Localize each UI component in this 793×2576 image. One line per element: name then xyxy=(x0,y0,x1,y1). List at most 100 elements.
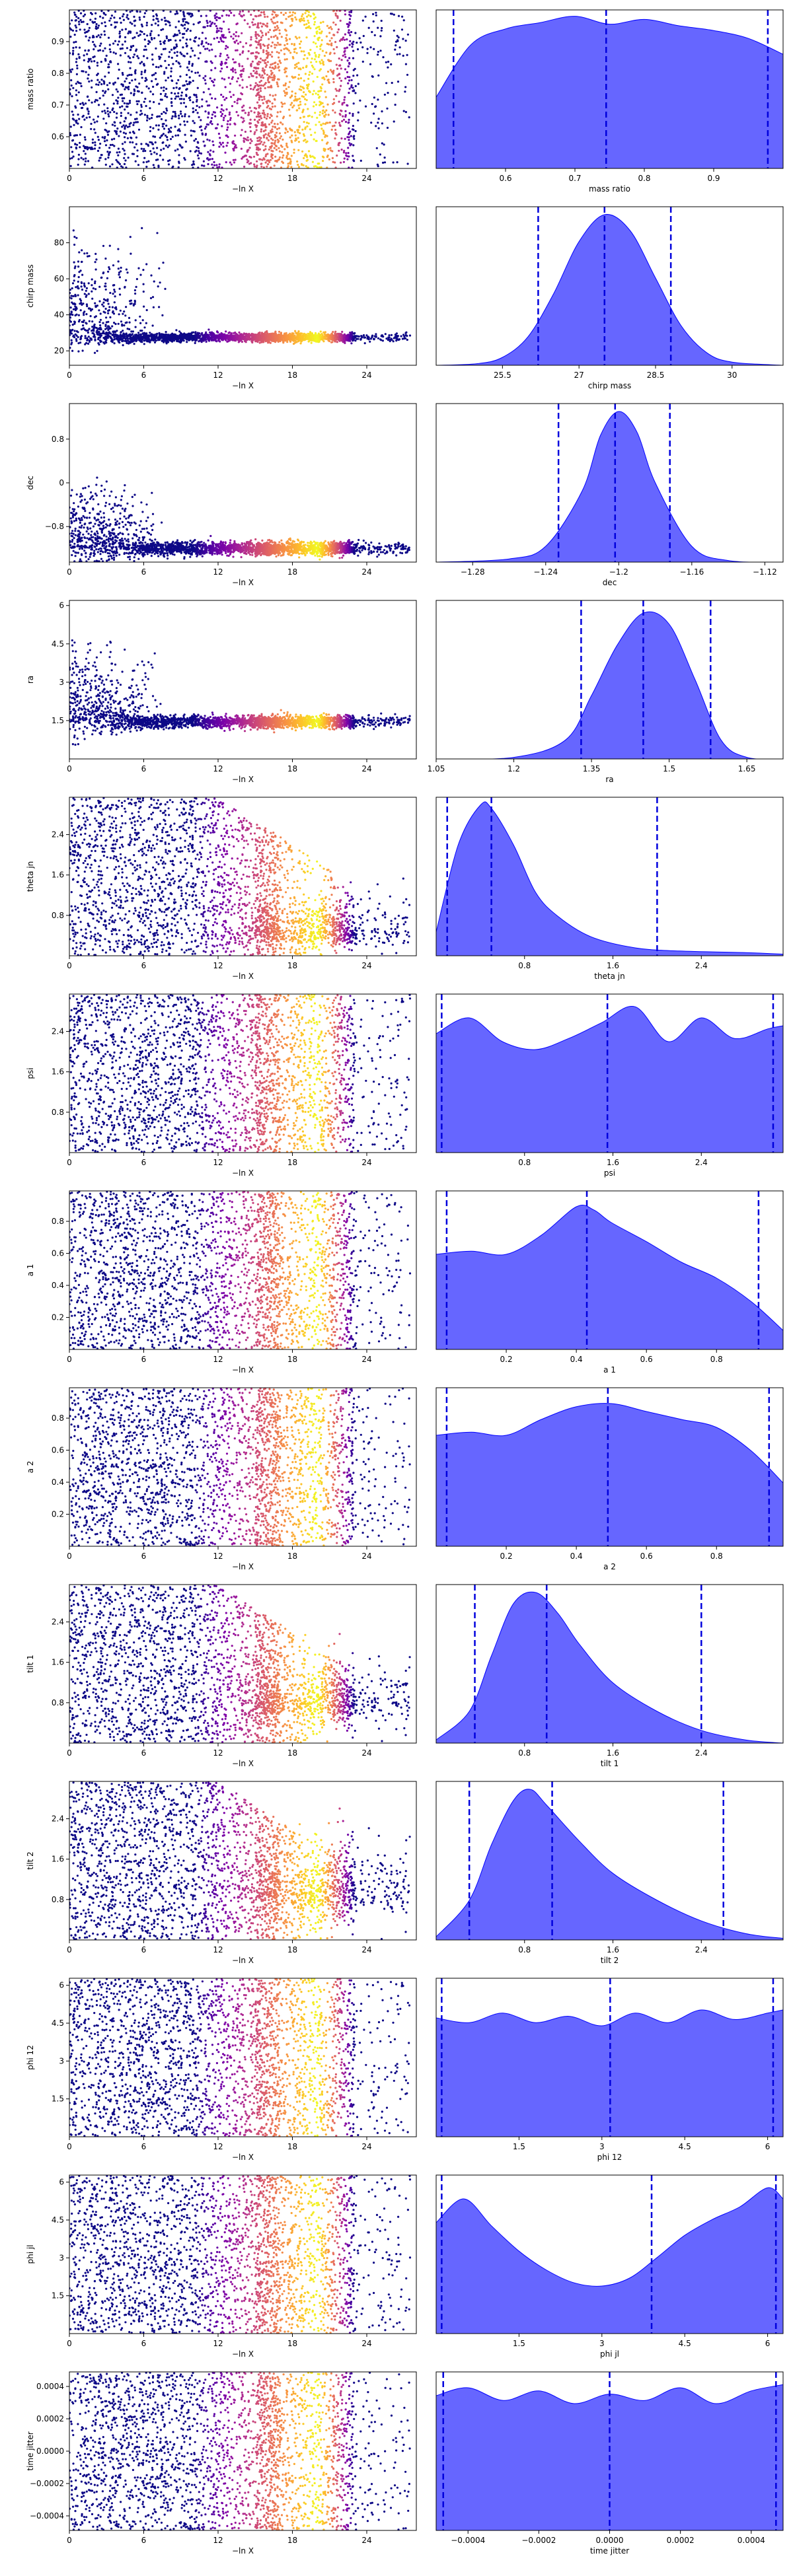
x-tick-label: 24 xyxy=(361,2339,371,2348)
y-axis-label: mass ratio xyxy=(26,68,35,110)
x-tick-label: 24 xyxy=(361,961,371,970)
x-tick-label: 24 xyxy=(361,1355,371,1364)
x-tick-label: −1.2 xyxy=(609,567,628,577)
y-tick-label: 0.8 xyxy=(52,1895,64,1904)
trace-panel-dec: 0 6 12 18 24 −0.8 0 0.8 dec −ln X xyxy=(26,403,417,587)
plot-frame xyxy=(435,1781,784,1941)
x-tick-label: 18 xyxy=(287,2142,297,2151)
x-tick-label: 6 xyxy=(765,2339,771,2348)
posterior-density-area xyxy=(436,611,783,759)
y-tick-label: 1.5 xyxy=(52,716,64,725)
x-tick-label: 0.6 xyxy=(499,174,511,183)
trace-points xyxy=(69,1388,411,1546)
posterior-density-area xyxy=(436,1591,783,1743)
y-tick-label: 0.4 xyxy=(52,1478,64,1487)
posterior-density-area xyxy=(436,801,783,956)
x-tick-label: 0.9 xyxy=(707,174,720,183)
x-tick-label: 18 xyxy=(287,2339,297,2348)
x-tick-label: 0.4 xyxy=(570,1355,583,1364)
plot-frame xyxy=(435,993,784,1153)
y-tick-label: 2.4 xyxy=(52,1814,64,1824)
trace-panel-psi: 0 6 12 18 24 0.8 1.6 2.4 psi −ln X xyxy=(26,993,417,1178)
plot-frame xyxy=(435,797,784,956)
x-tick-label: 18 xyxy=(287,1158,297,1167)
y-tick-label: 1.6 xyxy=(52,1855,64,1864)
x-tick-label: 18 xyxy=(287,1945,297,1954)
posterior-panel-tilt-1: 0.8 1.6 2.4 tilt 1 xyxy=(435,1584,784,1768)
x-axis-label: time jitter xyxy=(590,2546,629,2556)
posterior-density-area xyxy=(436,1006,783,1153)
x-tick-label: 0.8 xyxy=(710,1552,723,1561)
y-tick-label: 4.5 xyxy=(52,639,64,649)
posterior-panel-mass-ratio: 0.6 0.7 0.8 0.9 mass ratio xyxy=(435,9,784,194)
x-tick-label: 30 xyxy=(727,371,737,380)
y-tick-label: 0.7 xyxy=(52,100,64,110)
y-axis-label: ra xyxy=(26,676,35,684)
plot-frame xyxy=(69,1978,417,2137)
x-tick-label: 24 xyxy=(361,764,371,773)
x-tick-label: 2.4 xyxy=(695,1945,708,1954)
plot-frame xyxy=(69,1387,417,1547)
x-tick-label: 0 xyxy=(67,567,72,577)
y-tick-label: −0.0002 xyxy=(30,2479,64,2488)
plot-frame xyxy=(69,797,417,956)
trace-panel-mass-ratio: 0 6 12 18 24 0.6 0.7 0.8 0.9 mass ratio −ln X xyxy=(26,9,417,194)
y-tick-label: 0.8 xyxy=(52,1413,64,1423)
x-tick-label: 24 xyxy=(361,1158,371,1167)
trace-points xyxy=(69,1978,411,2137)
plot-frame xyxy=(435,1387,784,1547)
posterior-density-area xyxy=(436,1789,783,1940)
y-tick-label: 0.2 xyxy=(52,1510,64,1519)
x-tick-label: 6 xyxy=(141,371,147,380)
y-tick-label: 3 xyxy=(59,2253,64,2262)
plot-frame xyxy=(69,206,417,366)
y-axis-label: phi jl xyxy=(26,2244,35,2264)
trace-points xyxy=(69,797,411,956)
x-tick-label: 6 xyxy=(141,1158,147,1167)
y-tick-label: 3 xyxy=(59,678,64,687)
trace-points xyxy=(69,994,412,1153)
x-tick-label: 2.4 xyxy=(695,1158,708,1167)
x-tick-label: 0 xyxy=(67,2339,72,2348)
x-tick-label: 12 xyxy=(213,1945,223,1954)
plot-frame xyxy=(435,206,784,366)
x-tick-label: 1.5 xyxy=(513,2339,525,2348)
trace-panel-ra: 0 6 12 18 24 1.5 3 4.5 6 ra −ln X xyxy=(26,600,417,784)
x-tick-label: 4.5 xyxy=(679,2142,691,2151)
x-tick-label: 25.5 xyxy=(494,371,511,380)
x-tick-label: 12 xyxy=(213,2339,223,2348)
x-tick-label: 0 xyxy=(67,1552,72,1561)
posterior-panel-psi: 0.8 1.6 2.4 psi xyxy=(435,993,784,1178)
plot-frame xyxy=(435,1978,784,2137)
x-tick-label: 12 xyxy=(213,764,223,773)
x-tick-label: 24 xyxy=(361,174,371,183)
posterior-panel-phi-jl: 1.5 3 4.5 6 phi jl xyxy=(435,2174,784,2359)
x-tick-label: 6 xyxy=(141,1945,147,1954)
plot-frame xyxy=(435,403,784,563)
x-tick-label: 0 xyxy=(67,1748,72,1758)
trace-panel-time-jitter: 0 6 12 18 24 −0.0004 −0.0002 0.0000 0.0002 0.0004… xyxy=(26,2371,417,2556)
x-tick-label: 0.7 xyxy=(568,174,581,183)
x-tick-label: 0.0000 xyxy=(596,2536,624,2545)
y-tick-label: 80 xyxy=(54,238,64,248)
x-tick-label: 1.6 xyxy=(607,961,619,970)
x-tick-label: 0.2 xyxy=(500,1355,513,1364)
plot-frame xyxy=(69,2174,417,2334)
y-axis-label: chirp mass xyxy=(26,264,35,307)
x-axis-label: −ln X xyxy=(232,1759,254,1768)
x-axis-label: −ln X xyxy=(232,578,254,587)
posterior-density-area xyxy=(436,1403,783,1546)
y-tick-label: 6 xyxy=(59,2178,64,2187)
posterior-density-area xyxy=(436,214,783,365)
trace-points xyxy=(69,2175,412,2334)
y-axis-label: dec xyxy=(26,476,35,490)
x-tick-label: 1.6 xyxy=(607,1945,619,1954)
x-axis-label: tilt 1 xyxy=(601,1759,619,1768)
x-tick-label: 6 xyxy=(765,2142,771,2151)
y-tick-label: 3 xyxy=(59,2056,64,2065)
x-tick-label: 0.8 xyxy=(518,1945,531,1954)
y-tick-label: 2.4 xyxy=(52,1027,64,1036)
plot-frame xyxy=(69,1190,417,1350)
x-tick-label: 18 xyxy=(287,1355,297,1364)
